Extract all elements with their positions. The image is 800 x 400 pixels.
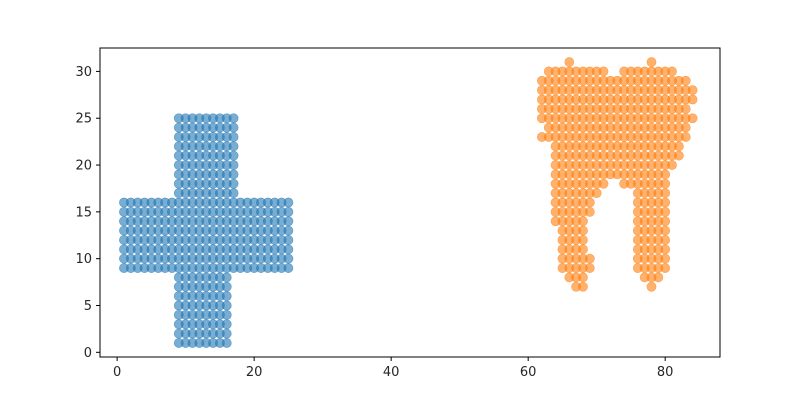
- data-point: [680, 75, 691, 86]
- data-point: [283, 216, 294, 227]
- x-tick-label: 80: [657, 365, 674, 380]
- y-tick-label: 25: [75, 112, 92, 127]
- data-point: [228, 160, 239, 170]
- data-point: [228, 122, 239, 133]
- data-point: [228, 113, 239, 124]
- data-point: [674, 150, 684, 161]
- data-point: [283, 253, 294, 264]
- data-point: [660, 263, 671, 273]
- data-point: [221, 309, 232, 320]
- data-point: [646, 57, 657, 67]
- data-point: [653, 272, 664, 283]
- data-point: [221, 338, 232, 348]
- plot-frame: [99, 47, 721, 358]
- data-point: [228, 188, 239, 199]
- data-point: [584, 263, 595, 273]
- ticks: 0 20 40 60 80 0 5 10 15 20 25 30: [75, 65, 673, 380]
- data-point: [660, 244, 671, 255]
- data-point: [687, 85, 698, 96]
- series-1: [536, 57, 698, 292]
- x-tick-label: 0: [113, 365, 121, 380]
- data-point: [221, 272, 232, 283]
- data-point: [578, 272, 588, 283]
- y-tick-label: 20: [75, 159, 92, 174]
- x-tick-label: 40: [383, 365, 400, 380]
- y-tick-label: 10: [75, 252, 92, 267]
- y-tick-label: 15: [75, 205, 92, 220]
- data-point: [660, 253, 671, 264]
- y-tick-label: 0: [84, 346, 92, 361]
- data-point: [283, 197, 294, 208]
- data-point: [584, 253, 595, 264]
- data-point: [660, 216, 671, 227]
- data-point: [221, 328, 232, 339]
- data-point: [687, 113, 698, 124]
- data-point: [660, 235, 671, 245]
- data-point: [660, 188, 671, 199]
- data-point: [221, 291, 232, 302]
- points-layer: [119, 57, 698, 348]
- data-point: [598, 66, 609, 77]
- data-point: [674, 141, 684, 152]
- data-point: [283, 263, 294, 273]
- data-point: [283, 225, 294, 236]
- data-point: [221, 319, 232, 330]
- data-point: [660, 206, 671, 217]
- data-point: [221, 281, 232, 292]
- data-point: [667, 66, 677, 77]
- y-tick-label: 5: [84, 299, 92, 314]
- data-point: [228, 178, 239, 189]
- data-point: [598, 178, 609, 189]
- data-point: [660, 178, 671, 189]
- data-point: [283, 235, 294, 245]
- data-point: [578, 216, 588, 227]
- data-point: [228, 141, 239, 152]
- data-point: [660, 169, 671, 180]
- data-point: [283, 206, 294, 217]
- data-point: [680, 103, 691, 114]
- data-point: [667, 160, 677, 170]
- data-point: [228, 169, 239, 180]
- data-point: [680, 122, 691, 133]
- x-tick-label: 60: [520, 365, 537, 380]
- data-point: [221, 300, 232, 311]
- data-point: [564, 57, 575, 67]
- data-point: [578, 235, 588, 245]
- x-tick-label: 20: [246, 365, 263, 380]
- data-point: [578, 281, 588, 292]
- data-point: [660, 225, 671, 236]
- data-point: [660, 197, 671, 208]
- data-point: [228, 150, 239, 161]
- data-point: [578, 225, 588, 236]
- data-point: [228, 132, 239, 142]
- data-point: [646, 281, 657, 292]
- data-point: [283, 244, 294, 255]
- series-0: [119, 113, 294, 348]
- data-point: [584, 206, 595, 217]
- data-point: [680, 132, 691, 142]
- data-point: [687, 94, 698, 105]
- data-point: [578, 244, 588, 255]
- axes: [99, 47, 721, 358]
- data-point: [584, 197, 595, 208]
- data-point: [591, 188, 602, 199]
- y-tick-label: 30: [75, 65, 92, 80]
